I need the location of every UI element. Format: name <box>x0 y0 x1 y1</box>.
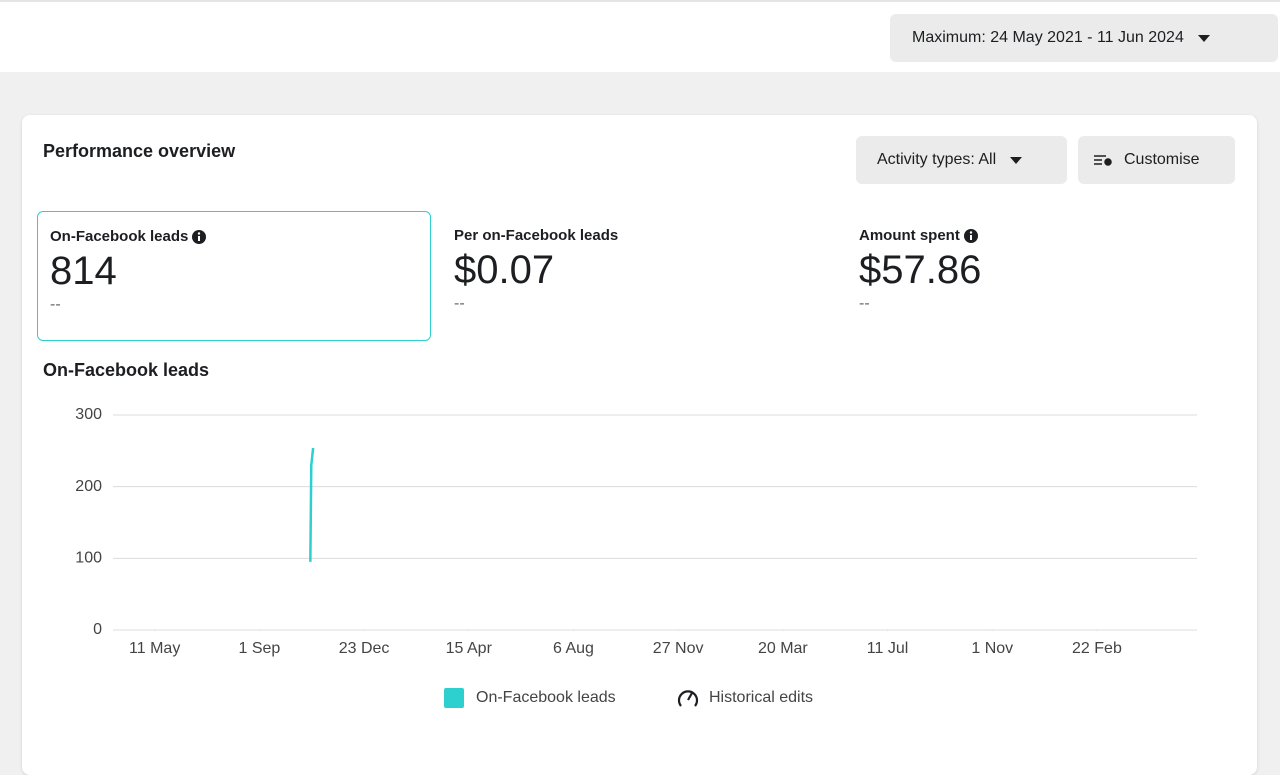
card-title: Performance overview <box>43 141 236 161</box>
chart: 0 100 200 300 11 May 1 Sep 23 Dec 15 Apr 6 Aug 27… <box>75 406 1197 708</box>
metric-change: -- <box>454 295 465 312</box>
metric-label: On-Facebook leads <box>50 228 189 245</box>
metric-tile[interactable]: On-Facebook leads 814 -- <box>37 211 431 341</box>
top-bar: Maximum: 24 May 2021 - 11 Jun 2024 <box>0 0 1280 72</box>
y-tick-label: 0 <box>93 621 102 638</box>
activity-types-text: Activity types: All <box>877 151 997 168</box>
x-tick-label: 1 Sep <box>238 640 280 657</box>
legend-label: On-Facebook leads <box>476 689 616 706</box>
metric-tile[interactable]: Amount spent $57.86 -- <box>847 211 1241 341</box>
x-tick-label: 15 Apr <box>446 640 493 657</box>
x-tick-label: 23 Dec <box>339 640 390 657</box>
legend-label: Historical edits <box>709 689 813 706</box>
metric-label-row: Per on-Facebook leads <box>454 227 824 244</box>
x-tick-label: 11 May <box>129 640 180 657</box>
customise-button[interactable]: Customise <box>1078 136 1235 184</box>
metric-label: Amount spent <box>859 227 960 244</box>
metric-value: $0.07 <box>454 248 555 292</box>
x-tick-label: 6 Aug <box>553 640 594 657</box>
activity-types-button[interactable]: Activity types: All <box>856 136 1067 184</box>
metric-label-row: On-Facebook leads <box>50 228 418 245</box>
chart-title: On-Facebook leads <box>43 360 210 380</box>
y-tick-label: 200 <box>75 478 102 495</box>
x-tick-label: 22 Feb <box>1072 640 1122 657</box>
caret <box>1010 156 1023 164</box>
x-tick-label: 20 Mar <box>758 640 808 657</box>
historical-edits-icon <box>677 690 699 707</box>
metric-tile[interactable]: Per on-Facebook leads $0.07 -- <box>442 211 836 341</box>
metric-change: -- <box>859 295 870 312</box>
metric-label: Per on-Facebook leads <box>454 227 619 244</box>
caret <box>1197 34 1210 42</box>
metric-label-row: Amount spent <box>859 227 1229 244</box>
metric-value: $57.86 <box>859 248 982 292</box>
gauge-needle <box>687 692 693 701</box>
info-icon <box>192 229 207 244</box>
performance-card: Performance overview Activity types: All… <box>22 115 1257 775</box>
metric-change: -- <box>50 296 61 313</box>
date-range-button[interactable]: Maximum: 24 May 2021 - 11 Jun 2024 <box>890 14 1278 62</box>
customise-icon <box>1094 155 1112 166</box>
date-range-text: Maximum: 24 May 2021 - 11 Jun 2024 <box>912 29 1184 46</box>
x-tick-label: 11 Jul <box>867 640 909 657</box>
x-tick-label: 27 Nov <box>653 640 704 657</box>
customise-text: Customise <box>1124 151 1200 168</box>
data-line <box>309 447 315 562</box>
metric-value: 814 <box>50 249 117 293</box>
x-tick-label: 1 Nov <box>971 640 1013 657</box>
y-tick-label: 100 <box>75 550 102 567</box>
y-tick-label: 300 <box>75 406 102 423</box>
info-icon <box>963 228 978 243</box>
legend-swatch <box>444 688 464 708</box>
gauge-icon <box>677 690 699 707</box>
